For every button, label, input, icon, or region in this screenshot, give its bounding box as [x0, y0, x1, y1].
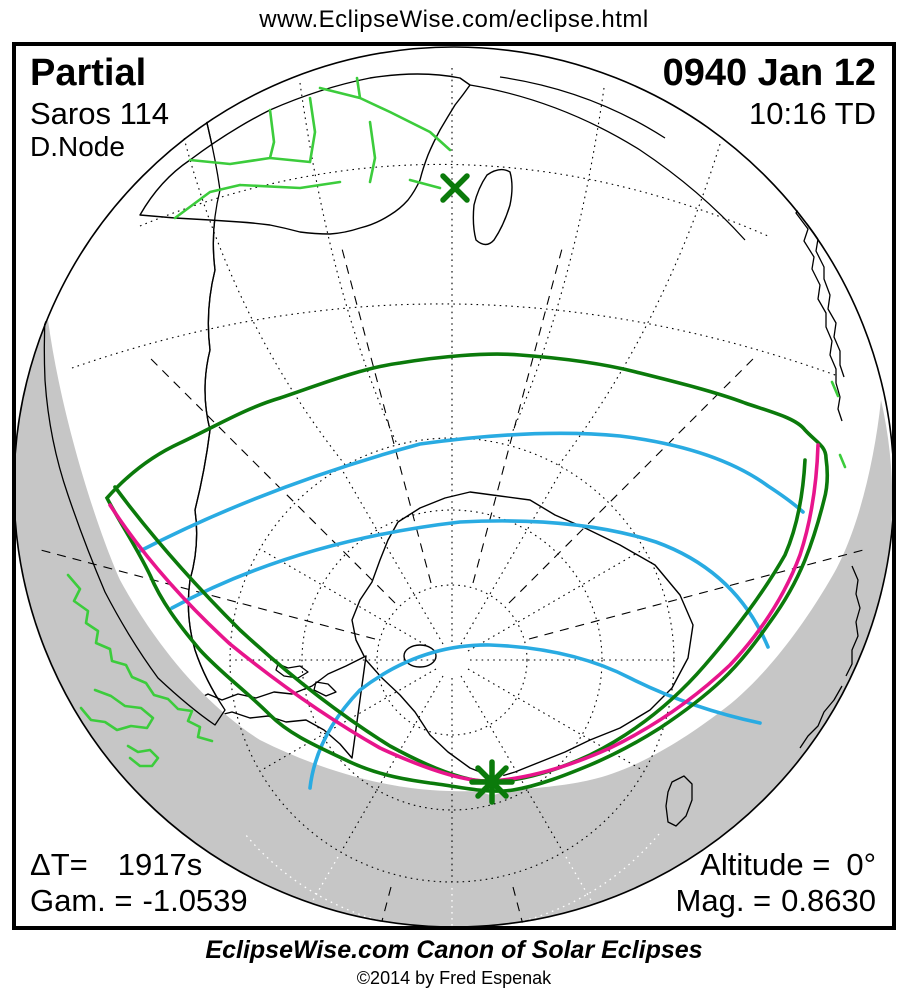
eclipse-date: 0940 Jan 12 — [662, 52, 876, 94]
eclipse-time: 10:16 TD — [749, 95, 876, 131]
eclipse-type-block: Partial Saros 114 D.Node — [30, 52, 169, 164]
node-label: D.Node — [30, 131, 125, 163]
altitude-value: 0° — [846, 846, 876, 882]
footer: EclipseWise.com Canon of Solar Eclipses … — [0, 936, 908, 989]
eclipse-type: Partial — [30, 52, 147, 94]
night-shading — [16, 320, 892, 926]
delta-t-value: 1917s — [117, 846, 203, 882]
gamma-value: -1.0539 — [142, 883, 248, 919]
penumbra-outer-limit — [104, 352, 830, 793]
x-marker — [440, 173, 470, 203]
graticule — [36, 68, 868, 926]
patagonia-borders — [66, 573, 214, 768]
eclipse-date-block: 0940 Jan 12 10:16 TD — [663, 52, 876, 131]
antarctica-coastline — [351, 491, 694, 779]
greatest-eclipse-marker — [469, 759, 515, 805]
mag-value: 0.8630 — [781, 883, 876, 919]
asia-limb-coast — [469, 76, 746, 241]
peninsula-islands — [275, 663, 337, 697]
globe-rim — [16, 46, 892, 926]
altitude-label: Altitude = — [700, 846, 831, 882]
copyright: ©2014 by Fred Espenak — [356, 968, 552, 988]
mag-label: Mag. = — [675, 883, 772, 919]
madagascar-coastline — [472, 168, 513, 246]
url-text: www.EclipseWise.com/eclipse.html — [259, 6, 649, 33]
globe-map — [16, 46, 892, 926]
altitude-mag-block: Altitude = 0° Mag. = 0.8630 — [676, 847, 876, 920]
max-eclipse-curve-1 — [138, 431, 805, 553]
coast-outlines — [43, 76, 861, 827]
canon-title: EclipseWise.com Canon of Solar Eclipses — [205, 936, 703, 964]
eclipse-map-frame: Partial Saros 114 D.Node 0940 Jan 12 10:… — [12, 42, 896, 930]
max-eclipse-curve-2 — [170, 519, 770, 649]
max-eclipse-at-horizon — [108, 443, 820, 783]
eclipse-curves — [104, 352, 830, 793]
delta-t-label: ΔT= — [30, 846, 88, 882]
delta-t-gamma-block: ΔT= 1917s Gam. = -1.0539 — [30, 847, 248, 920]
gamma-label: Gam. = — [30, 883, 133, 919]
saros-series: Saros 114 — [30, 95, 170, 131]
right-limb-coast-band — [789, 184, 861, 749]
tasmania-coastline — [665, 775, 693, 827]
